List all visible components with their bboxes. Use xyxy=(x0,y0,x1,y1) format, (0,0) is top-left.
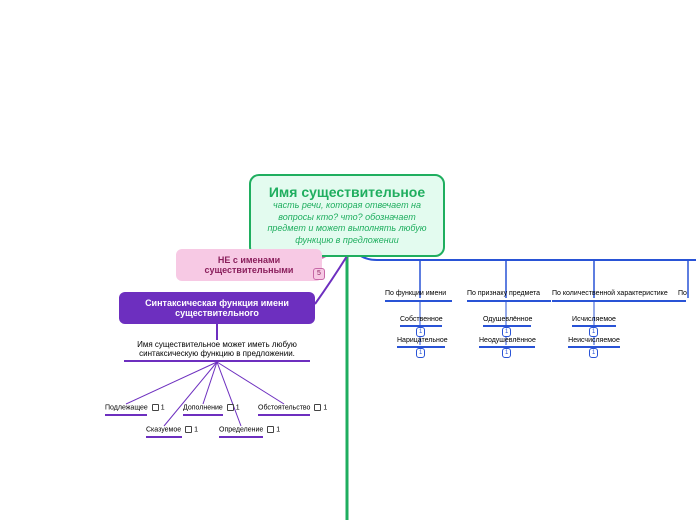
category-header[interactable]: По функции имени xyxy=(385,290,446,297)
category-item[interactable]: Одушевлённое xyxy=(483,316,531,323)
category-header[interactable]: По количественной характеристике xyxy=(552,290,668,297)
leaf-item[interactable]: Обстоятельство 1 xyxy=(258,404,327,411)
category-item[interactable]: Собственное xyxy=(400,316,442,323)
category-underline xyxy=(678,300,686,302)
leaf-item[interactable]: Подлежащее 1 xyxy=(105,404,165,411)
leaf-underline xyxy=(105,414,147,416)
root-subtitle: часть речи, которая отвечает на вопросы … xyxy=(267,200,427,247)
leaf-item[interactable]: Дополнение 1 xyxy=(183,404,240,411)
item-badge: 1 xyxy=(416,327,425,337)
checkbox-icon xyxy=(314,404,321,411)
category-item[interactable]: Неодушевлённое xyxy=(479,337,535,344)
pink-node[interactable]: НЕ с именами существительными xyxy=(176,249,322,281)
leaf-label: Подлежащее xyxy=(105,404,148,411)
category-item[interactable]: Исчисляемое xyxy=(572,316,616,323)
category-underline xyxy=(467,300,551,302)
leaf-label: Обстоятельство xyxy=(258,404,310,411)
item-badge: 1 xyxy=(589,327,598,337)
category-item[interactable]: Неисчисляемое xyxy=(568,337,620,344)
category-item[interactable]: Нарицательное xyxy=(397,337,445,344)
checkbox-icon xyxy=(227,404,234,411)
leaf-underline xyxy=(258,414,310,416)
syntactic-description: Имя существительное может иметь любую си… xyxy=(122,340,312,358)
leaf-label: Сказуемое xyxy=(146,426,181,433)
purple-node[interactable]: Синтаксическая функция имени существител… xyxy=(119,292,315,324)
checkbox-icon xyxy=(185,426,192,433)
category-underline xyxy=(552,300,686,302)
root-title: Имя существительное xyxy=(267,184,427,200)
desc-underline xyxy=(124,360,310,362)
leaf-underline xyxy=(146,436,182,438)
purple-node-label: Синтаксическая функция имени существител… xyxy=(145,298,289,318)
item-badge: 1 xyxy=(502,327,511,337)
connector-lines xyxy=(0,0,696,520)
root-node[interactable]: Имя существительное часть речи, которая … xyxy=(249,174,445,257)
leaf-count: 1 xyxy=(161,404,165,411)
pink-node-label: НЕ с именами существительными xyxy=(205,255,294,275)
leaf-item[interactable]: Сказуемое 1 xyxy=(146,426,198,433)
category-header[interactable]: По xyxy=(678,290,687,297)
leaf-underline xyxy=(219,436,263,438)
category-underline xyxy=(385,300,452,302)
leaf-count: 1 xyxy=(276,426,280,433)
item-badge: 1 xyxy=(502,348,511,358)
category-header[interactable]: По признаку предмета xyxy=(467,290,540,297)
leaf-label: Определение xyxy=(219,426,263,433)
leaf-underline xyxy=(183,414,223,416)
leaf-item[interactable]: Определение 1 xyxy=(219,426,280,433)
item-badge: 1 xyxy=(416,348,425,358)
checkbox-icon xyxy=(267,426,274,433)
leaf-count: 1 xyxy=(323,404,327,411)
leaf-count: 1 xyxy=(236,404,240,411)
leaf-count: 1 xyxy=(194,426,198,433)
leaf-label: Дополнение xyxy=(183,404,223,411)
checkbox-icon xyxy=(152,404,159,411)
item-badge: 1 xyxy=(589,348,598,358)
pink-badge: 5 xyxy=(313,268,325,280)
